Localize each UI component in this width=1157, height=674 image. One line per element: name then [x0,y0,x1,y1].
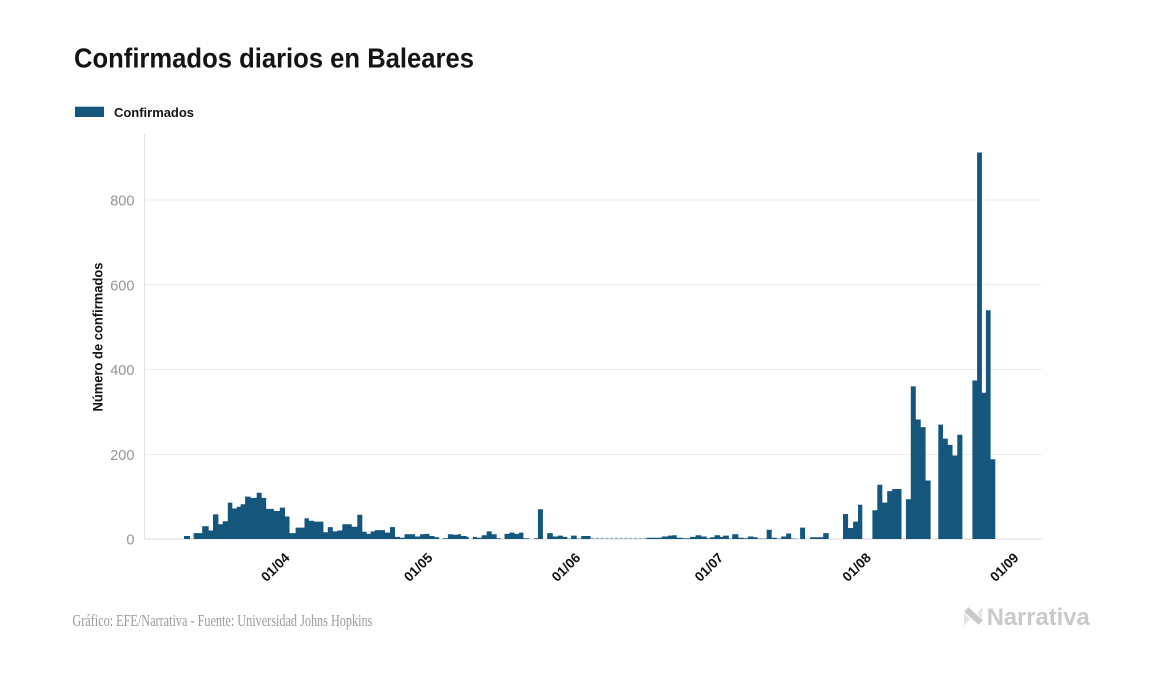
svg-text:600: 600 [110,278,134,294]
svg-text:Confirmados: Confirmados [114,105,194,120]
svg-text:Narrativa: Narrativa [987,604,1090,631]
svg-text:Número de confirmados: Número de confirmados [91,263,106,412]
svg-text:01/05: 01/05 [401,550,436,585]
svg-text:0: 0 [126,533,134,549]
svg-text:01/08: 01/08 [839,550,874,585]
svg-text:01/07: 01/07 [692,550,727,585]
svg-text:01/06: 01/06 [549,550,584,585]
svg-text:Gráfico: EFE/Narrativa - Fuent: Gráfico: EFE/Narrativa - Fuente: Univers… [72,611,372,630]
svg-text:800: 800 [110,194,134,210]
svg-text:01/04: 01/04 [258,550,293,585]
svg-text:Confirmados diarios en Baleare: Confirmados diarios en Baleares [74,43,474,74]
svg-text:400: 400 [110,363,134,379]
svg-text:01/09: 01/09 [987,550,1022,585]
svg-text:200: 200 [110,448,134,464]
